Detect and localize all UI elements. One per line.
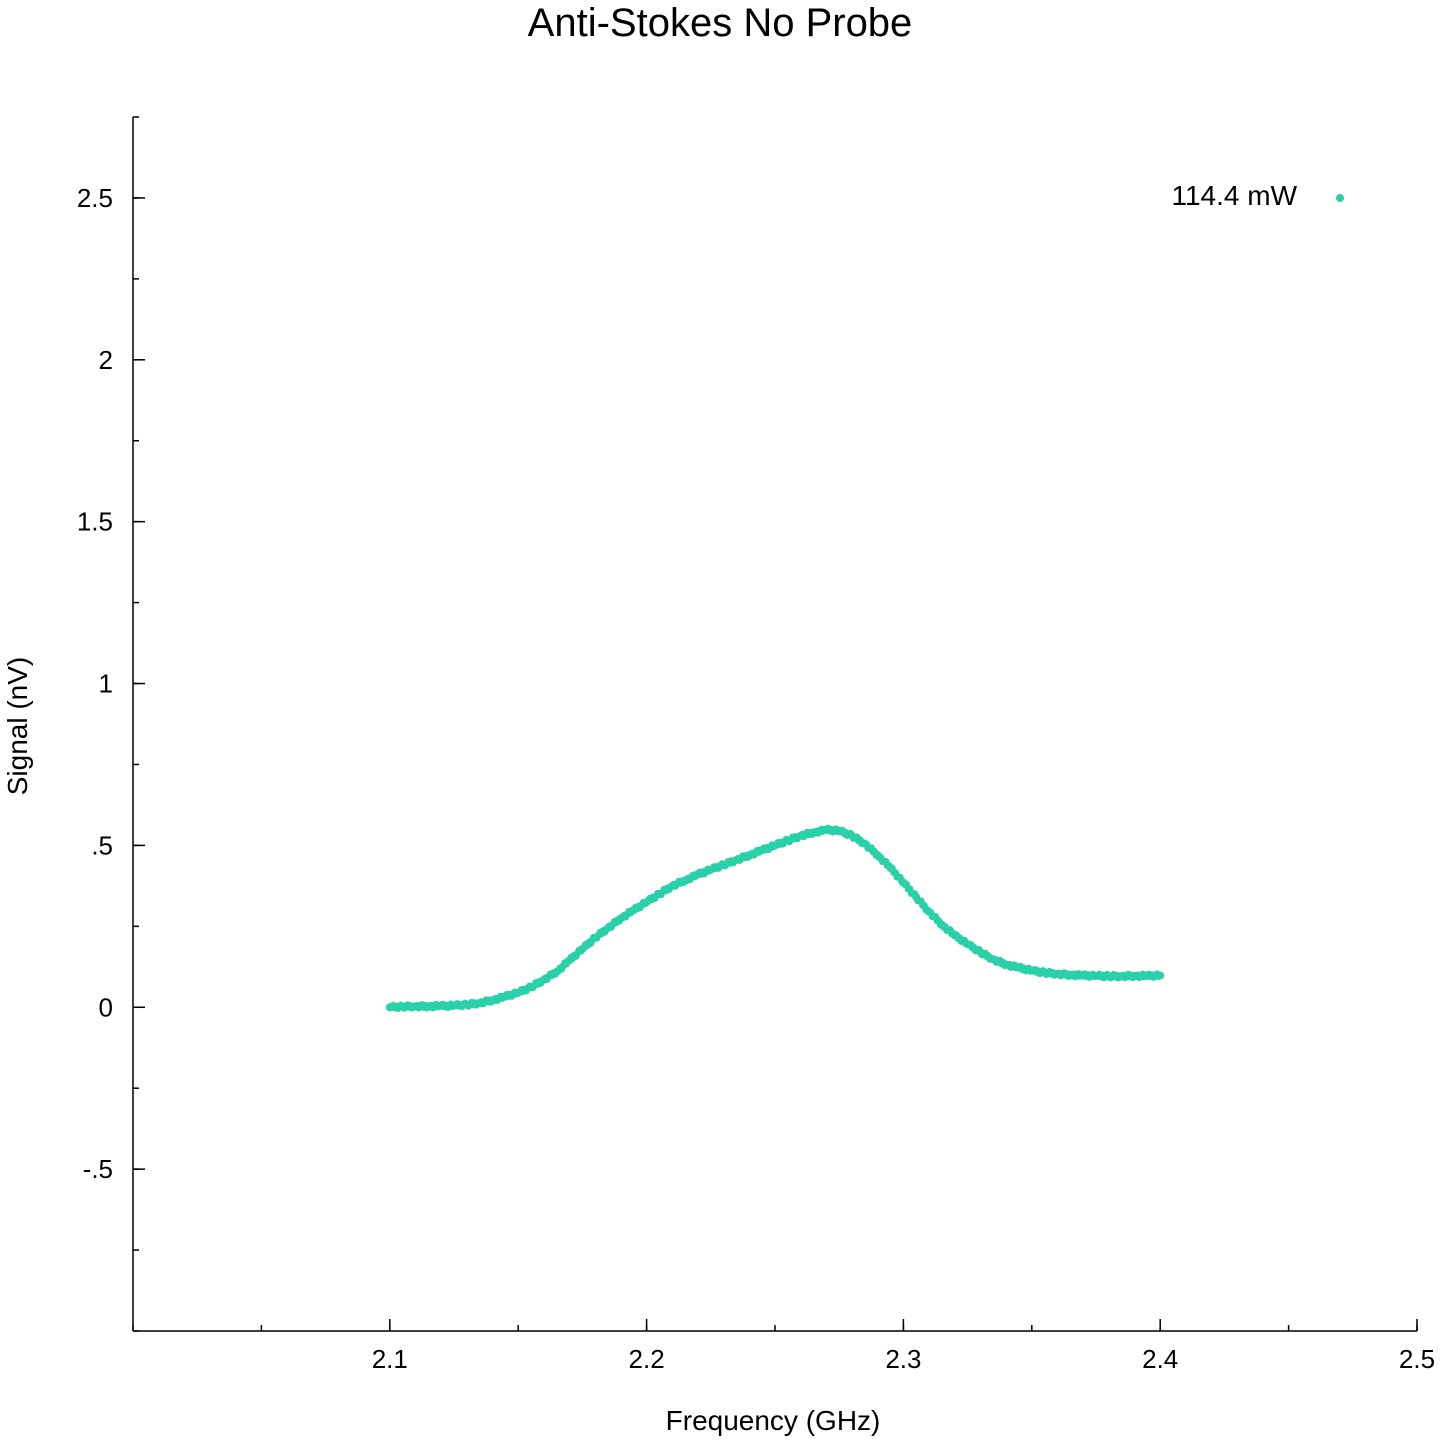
y-tick-label: .5 (91, 830, 113, 860)
x-tick-label: 2.5 (1399, 1344, 1435, 1374)
series-points (385, 824, 1165, 1013)
legend: 114.4 mW (1171, 180, 1344, 211)
data-point (1156, 971, 1165, 980)
x-axis-ticks: 2.1 2.2 2.3 2.4 2.5 (132, 1319, 1435, 1374)
y-tick-label: 0 (99, 992, 113, 1022)
y-axis-ticks: -.5 0 .5 1 1.5 2 2.5 (77, 116, 145, 1332)
x-tick-label: 2.3 (885, 1344, 921, 1374)
legend-marker (1336, 194, 1344, 202)
x-tick-label: 2.1 (372, 1344, 408, 1374)
legend-label: 114.4 mW (1171, 180, 1297, 211)
y-tick-label: -.5 (83, 1154, 113, 1184)
y-tick-label: 2.5 (77, 183, 113, 213)
y-tick-label: 2 (99, 345, 113, 375)
y-tick-label: 1 (99, 669, 113, 699)
y-tick-label: 1.5 (77, 507, 113, 537)
x-axis-title: Frequency (GHz) (666, 1405, 881, 1436)
x-tick-label: 2.2 (629, 1344, 665, 1374)
chart-title: Anti-Stokes No Probe (528, 1, 913, 45)
y-axis-title: Signal (nV) (2, 657, 33, 796)
x-tick-label: 2.4 (1142, 1344, 1178, 1374)
